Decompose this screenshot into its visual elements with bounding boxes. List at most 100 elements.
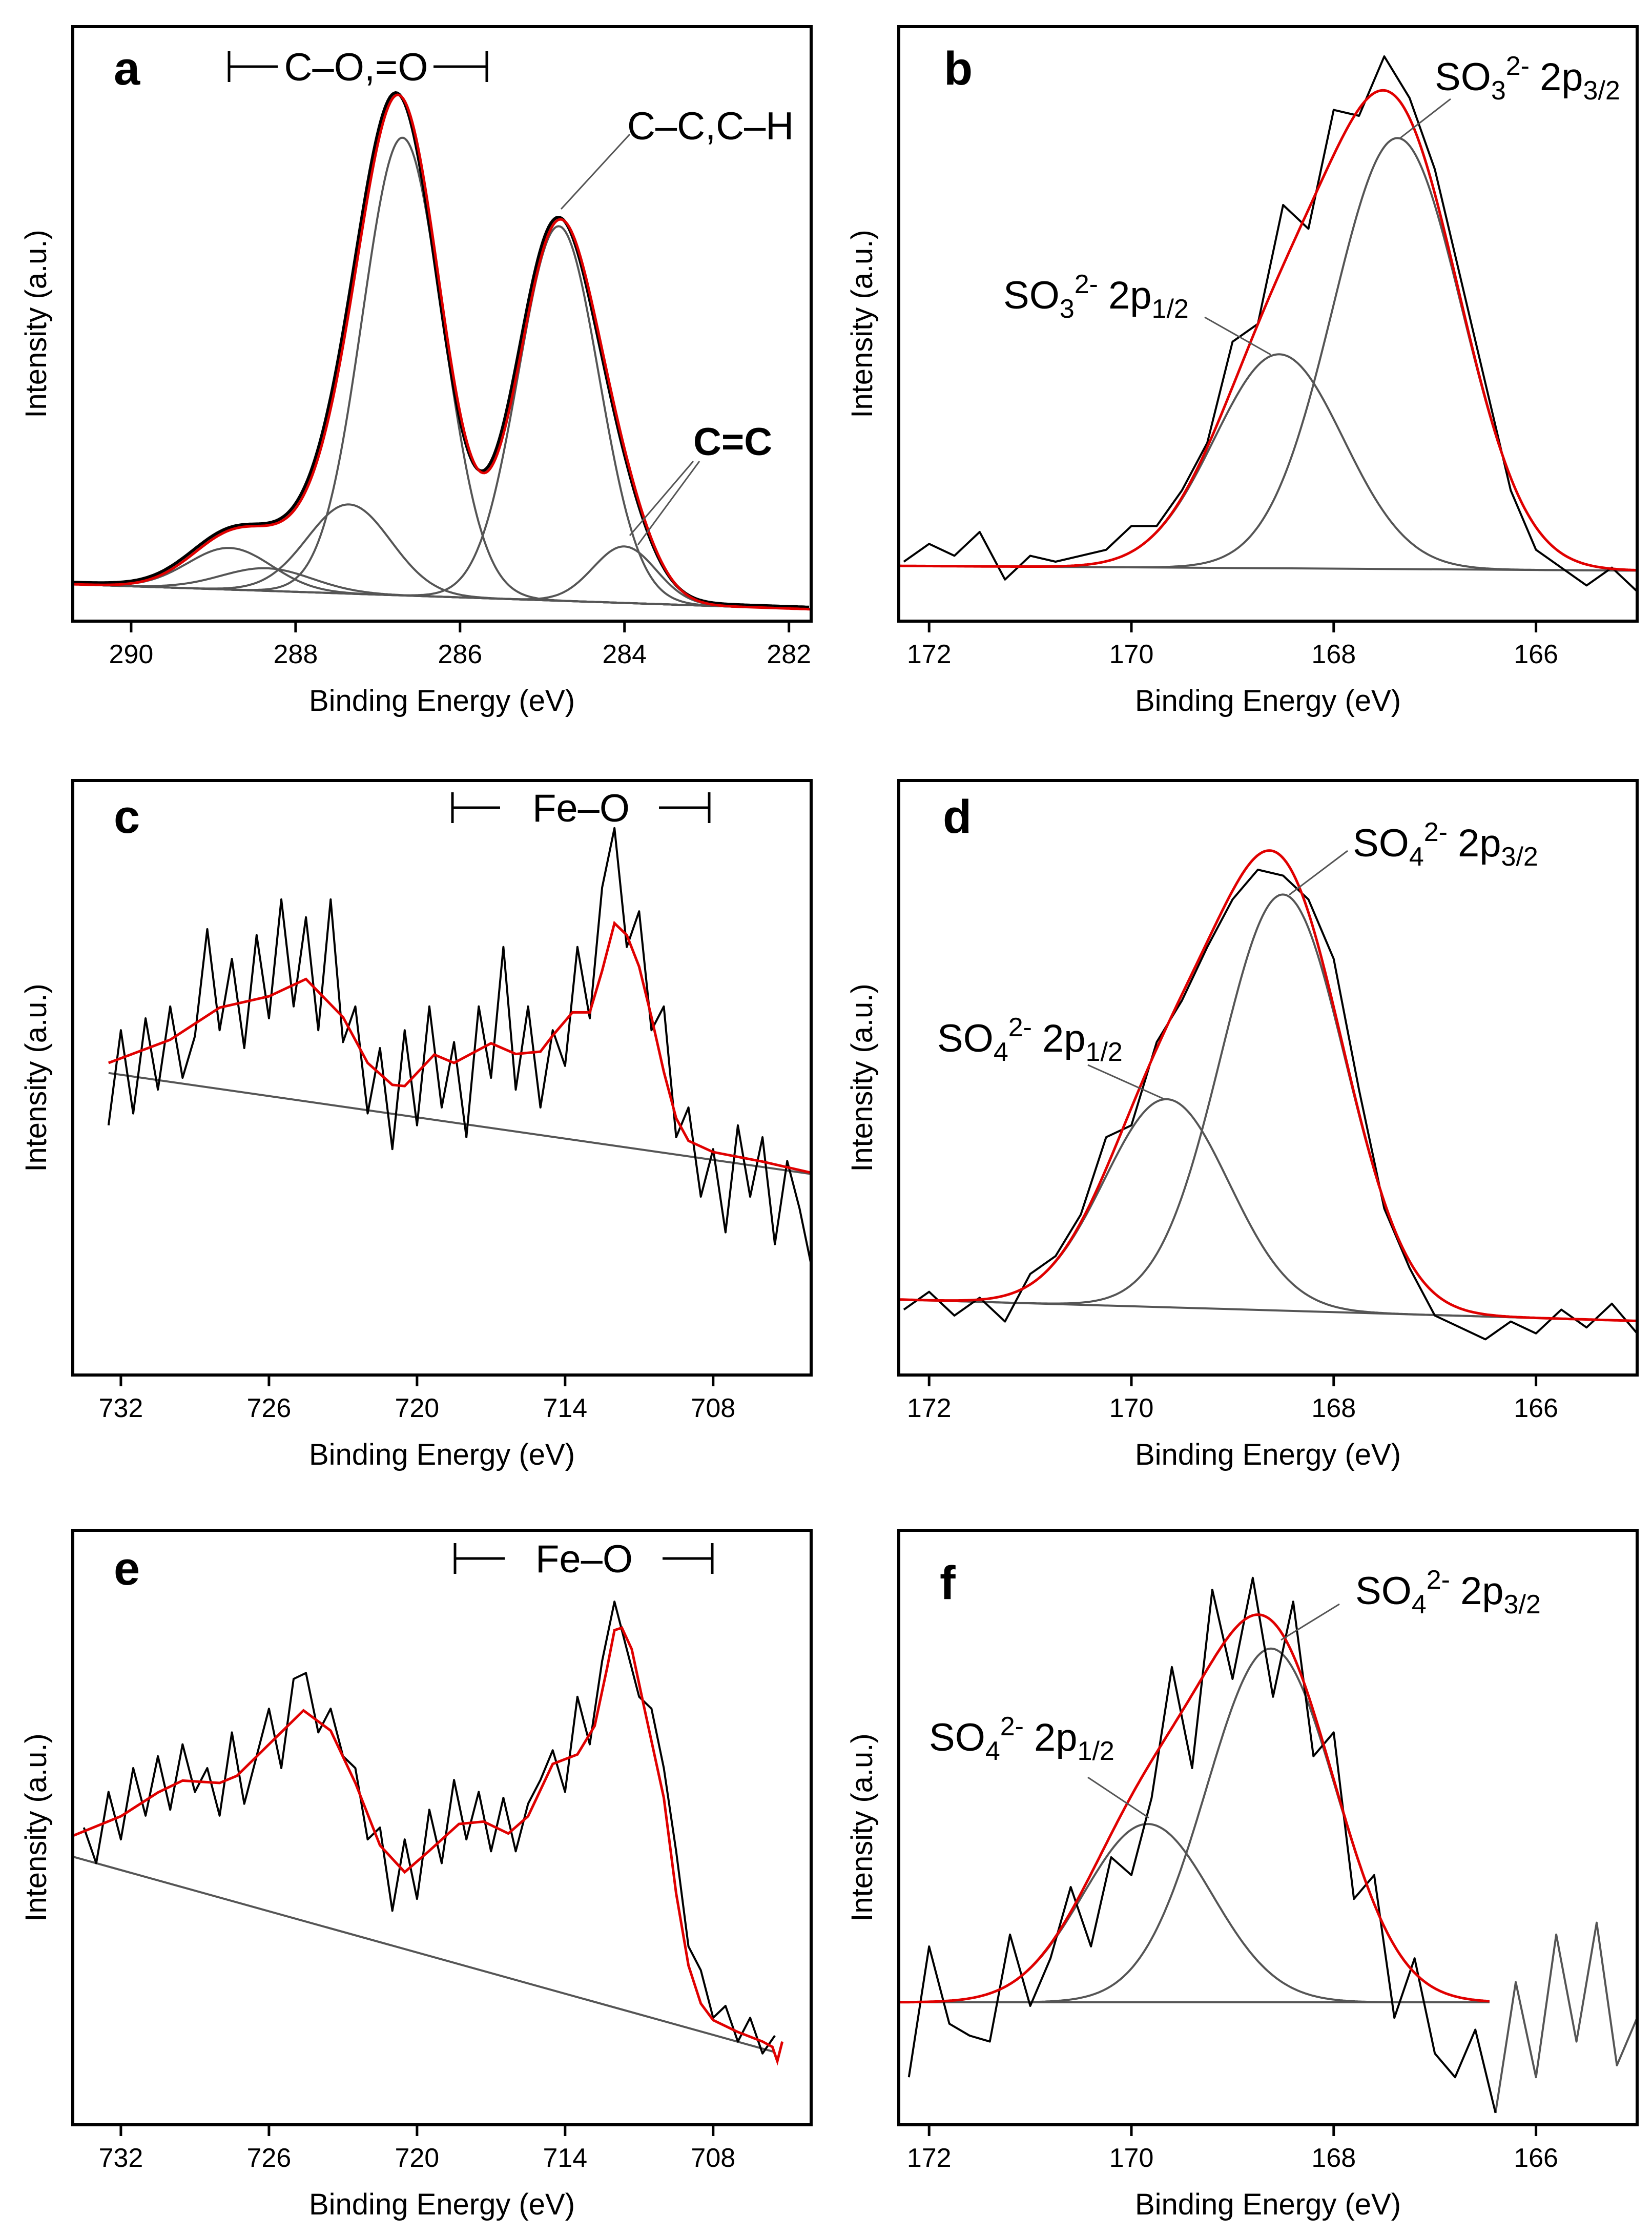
x-axis-title: Binding Energy (eV): [1135, 1438, 1401, 1471]
x-tick-label: 708: [691, 2143, 735, 2173]
leader-line: [560, 133, 631, 210]
y-axis-title: Intensity (a.u.): [845, 230, 879, 418]
peak-annotation: SO32- 2p1/2: [1003, 270, 1271, 356]
fit-component: [899, 1098, 1637, 1322]
peak-annotation: SO42- 2p3/2: [1281, 1565, 1541, 1641]
x-tick-label: 726: [247, 2143, 292, 2173]
peak-label-sub2: 3/2: [1504, 1590, 1541, 1619]
fit-component: [899, 1647, 1490, 2003]
peak-label-sub2: 1/2: [1152, 294, 1189, 324]
fit-envelope: [899, 1613, 1490, 2004]
peak-label-base: SO: [937, 1017, 994, 1060]
peak-label: C=C: [693, 420, 772, 464]
peak-label: SO42- 2p1/2: [937, 1013, 1123, 1067]
fit-envelope: [73, 93, 811, 611]
raw-spectrum-outside-fit: [1494, 1921, 1637, 2114]
x-axis-title: Binding Energy (eV): [1135, 2188, 1401, 2221]
leader-line: [1087, 1064, 1165, 1100]
fit-component: [73, 567, 811, 610]
peak-label-orb: 2p: [1540, 55, 1583, 99]
peak-label-sup: 2-: [1000, 1712, 1024, 1741]
x-tick-label: 286: [438, 640, 482, 669]
x-tick-label: 720: [395, 2143, 439, 2173]
peak-label-sub2: 3/2: [1501, 842, 1538, 872]
y-axis-title: Intensity (a.u.): [845, 983, 879, 1172]
x-tick-label: 732: [99, 1393, 143, 1423]
fit-component: [73, 225, 811, 610]
peak-annotation: SO42- 2p1/2: [937, 1013, 1165, 1100]
panel-a: 290 288 286 284 282 Binding Energy (eV) Intens…: [19, 25, 813, 717]
fit-component: [899, 137, 1637, 571]
bracket-label: Fe–O: [535, 1537, 633, 1581]
panel-letter: b: [944, 43, 973, 95]
panel-letter: e: [114, 1543, 140, 1595]
fit-component: [899, 353, 1637, 572]
fit-envelope: [108, 920, 811, 1174]
peak-label-sub1: 4: [1412, 1590, 1427, 1619]
x-tick-label: 170: [1109, 640, 1154, 669]
x-tick-label: 172: [907, 640, 952, 669]
peak-label-sub1: 3: [1491, 76, 1506, 106]
x-tick-label: 708: [691, 1393, 735, 1423]
y-axis-title: Intensity (a.u.): [19, 230, 53, 418]
panel-f: 172 170 168 166 Binding Energy (eV) Intensity…: [845, 1529, 1639, 2221]
x-tick-label: 714: [543, 1393, 587, 1423]
peak-label: SO32- 2p1/2: [1003, 270, 1189, 324]
x-tick-label: 168: [1311, 2143, 1356, 2173]
x-axis-title: Binding Energy (eV): [309, 1438, 575, 1471]
x-axis-title: Binding Energy (eV): [309, 2188, 575, 2221]
x-axis-title: Binding Energy (eV): [309, 684, 575, 717]
peak-label: SO42- 2p3/2: [1353, 817, 1538, 872]
peak-label-sub2: 1/2: [1078, 1736, 1114, 1766]
peak-label-base: SO: [1353, 822, 1409, 865]
panel-e: 732 726 720 714 708 Binding Energy (eV) Intens…: [19, 1529, 813, 2221]
x-tick-label: 284: [602, 640, 647, 669]
peak-label-base: SO: [1355, 1569, 1412, 1613]
panel-letter: a: [114, 43, 140, 95]
peak-label-sub1: 4: [1409, 842, 1424, 872]
leader-line: [1400, 98, 1451, 139]
plot-area: [107, 827, 811, 1268]
leader-line: [637, 461, 700, 545]
fit-component: [899, 1823, 1490, 2003]
peak-label-sup: 2-: [1008, 1013, 1032, 1042]
peak-label-orb: 2p: [1034, 1716, 1078, 1759]
bracket-label: C–O,=O: [284, 46, 428, 89]
peak-label-sup: 2-: [1075, 270, 1098, 299]
x-tick-label: 282: [767, 640, 811, 669]
peak-label-orb: 2p: [1460, 1569, 1504, 1613]
peak-label-orb: 2p: [1458, 822, 1501, 865]
peak-annotation: C–O,=O: [228, 46, 488, 89]
raw-spectrum: [903, 55, 1637, 592]
fit-component: [899, 893, 1637, 1322]
peak-annotation: Fe–O: [453, 1537, 714, 1581]
raw-spectrum: [907, 1576, 1497, 2114]
plot-area: [73, 1601, 784, 2066]
y-axis-title: Intensity (a.u.): [845, 1733, 879, 1921]
peak-label-sup: 2-: [1424, 817, 1448, 847]
fit-component: [73, 136, 811, 610]
peak-label-orb: 2p: [1108, 274, 1152, 317]
peak-label-orb: 2p: [1042, 1017, 1086, 1060]
leader-line: [1087, 1776, 1149, 1819]
peak-label-sub2: 1/2: [1086, 1037, 1123, 1067]
peak-label-base: SO: [929, 1716, 985, 1759]
x-tick-label: 172: [907, 2143, 952, 2173]
raw-spectrum: [82, 1601, 776, 2055]
peak-label-base: SO: [1435, 55, 1491, 99]
leader-line: [629, 461, 694, 536]
peak-label-sub2: 3/2: [1583, 76, 1620, 106]
raw-spectrum: [903, 869, 1637, 1341]
y-axis-title: Intensity (a.u.): [19, 1733, 53, 1921]
peak-annotation: C–C,C–H: [560, 105, 794, 210]
x-tick-label: 166: [1514, 1393, 1558, 1423]
peak-annotation: C=C: [629, 420, 772, 545]
x-tick-label: 166: [1514, 640, 1558, 669]
x-tick-label: 714: [543, 2143, 587, 2173]
raw-spectrum: [107, 827, 811, 1268]
plot-frame: [897, 25, 1639, 623]
leader-line: [1289, 850, 1348, 896]
peak-label: SO42- 2p1/2: [929, 1712, 1114, 1766]
fit-envelope: [899, 89, 1637, 572]
